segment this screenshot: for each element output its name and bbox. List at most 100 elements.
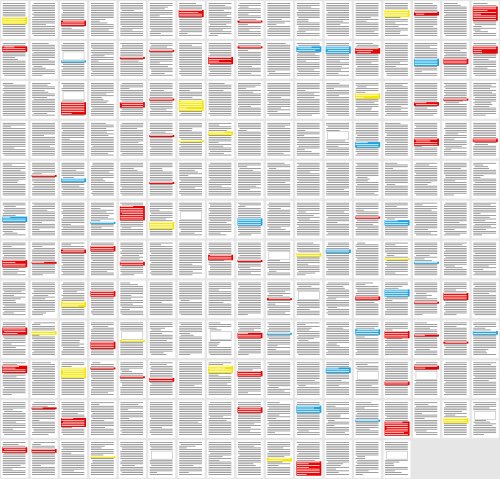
text-line [61, 324, 85, 325]
text-line [237, 293, 261, 294]
text-line [179, 19, 202, 20]
text-line [208, 307, 232, 309]
text-line [61, 222, 85, 223]
text-line [414, 302, 438, 303]
text-line [326, 204, 350, 206]
text-line [208, 242, 232, 244]
text-line [90, 388, 114, 390]
text-line [237, 145, 261, 147]
text-line [2, 258, 26, 260]
text-line [357, 152, 379, 154]
text-line [239, 449, 261, 451]
text-line [443, 253, 467, 254]
text-line [326, 51, 350, 53]
text-line [237, 211, 261, 213]
text-line [326, 459, 350, 461]
text-line [385, 164, 408, 166]
text-line [355, 427, 379, 428]
text-line [208, 466, 232, 468]
text-line [326, 31, 350, 33]
text-line [473, 107, 497, 109]
text-line [474, 420, 487, 421]
text-line [355, 267, 379, 269]
page-sheet [148, 320, 176, 359]
text-line [355, 338, 379, 340]
text-line [296, 465, 320, 466]
text-line [296, 128, 320, 129]
text-line [296, 138, 320, 140]
text-line [296, 369, 320, 371]
text-line [385, 376, 408, 378]
text-line [90, 189, 114, 191]
text-line [414, 260, 432, 262]
text-line [90, 98, 104, 100]
text-line [90, 126, 114, 128]
text-line [414, 256, 438, 258]
page-thumbnail [471, 81, 499, 119]
text-line [326, 327, 344, 329]
text-line [267, 164, 291, 166]
text-line [208, 244, 232, 246]
text-line [326, 4, 350, 6]
text-line [326, 418, 350, 419]
text-line [414, 43, 438, 44]
text-line [120, 324, 144, 325]
text-line [237, 114, 261, 116]
text-line [32, 216, 55, 218]
text-line [208, 411, 232, 412]
text-line [90, 474, 114, 475]
text-line [61, 383, 85, 385]
text-line [32, 385, 55, 387]
text-line [473, 220, 486, 222]
text-line [326, 343, 337, 345]
text-line [120, 284, 138, 286]
text-line [473, 55, 497, 57]
text-line [208, 90, 224, 91]
text-line [237, 98, 261, 100]
text-line [473, 53, 497, 55]
text-line [326, 97, 350, 98]
text-line [386, 265, 408, 267]
text-line [415, 140, 431, 142]
text-line [208, 383, 228, 385]
text-line [208, 381, 232, 383]
text-line [443, 111, 467, 112]
text-line [385, 97, 408, 98]
text-line [268, 327, 291, 329]
text-line [61, 8, 85, 10]
text-line [327, 168, 350, 169]
text-line [296, 20, 309, 22]
text-line [120, 380, 144, 381]
text-line [90, 20, 100, 22]
text-line [385, 213, 408, 215]
text-line [90, 442, 114, 443]
text-line [443, 4, 461, 6]
text-line [208, 138, 232, 140]
text-line [443, 194, 454, 196]
text-line [149, 466, 173, 468]
text-line [120, 287, 144, 289]
text-line [208, 294, 232, 296]
text-line [415, 293, 427, 294]
page-sheet [324, 400, 352, 438]
text-line [237, 27, 261, 29]
text-line [61, 430, 85, 432]
text-line [237, 383, 261, 385]
text-line [208, 12, 232, 13]
text-line [296, 90, 306, 91]
text-line [326, 176, 350, 178]
text-line [2, 459, 26, 461]
text-line [179, 336, 202, 338]
text-line [385, 109, 402, 111]
text-line [267, 387, 279, 388]
text-line [149, 227, 173, 229]
text-line [61, 274, 85, 276]
text-line [414, 145, 422, 147]
text-line [149, 251, 173, 253]
text-line [473, 51, 483, 53]
text-line [208, 352, 232, 354]
text-line [90, 267, 114, 269]
text-line [326, 215, 350, 216]
text-line [296, 133, 320, 135]
text-line [385, 341, 408, 343]
